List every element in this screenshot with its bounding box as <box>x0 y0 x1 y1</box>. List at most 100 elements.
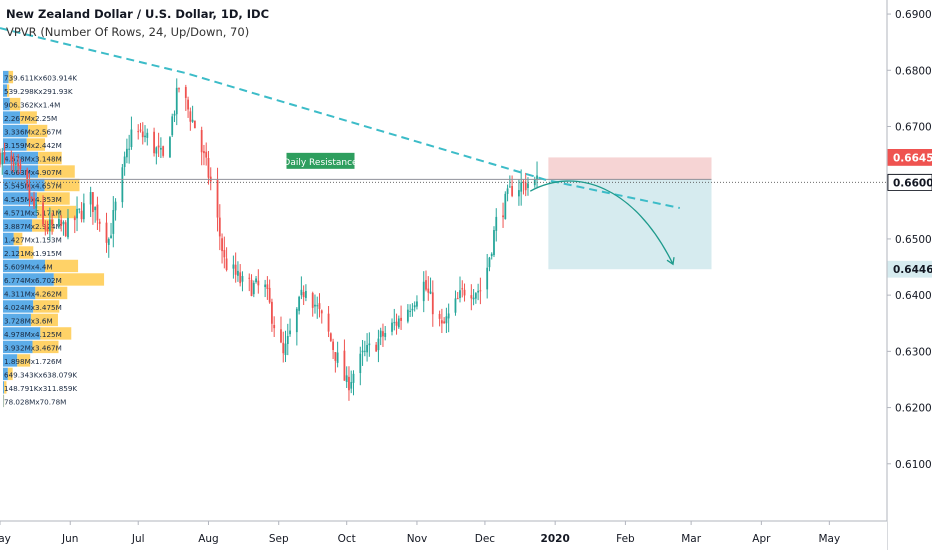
volume-down-bar <box>40 327 72 340</box>
volume-row-label: 4.311Mx4.262M <box>4 289 62 298</box>
price-badge: 0.64461 <box>887 260 932 278</box>
candle-body <box>295 308 298 333</box>
candle <box>225 247 228 272</box>
candle-body <box>250 279 253 296</box>
time-axis[interactable]: May Jun Jul Aug Sep Oct Nov Dec 2020 Feb Mar Apr May <box>0 520 887 550</box>
candle <box>300 276 303 300</box>
volume-up-bar <box>3 97 10 111</box>
candle <box>377 329 380 363</box>
candle <box>314 294 316 314</box>
candle-body <box>125 148 128 158</box>
candle-body <box>382 331 384 337</box>
candle-body <box>234 264 237 275</box>
volume-row: 3.159Mx2.442M <box>3 138 62 151</box>
candle-body <box>114 201 117 211</box>
candle-body <box>393 322 396 324</box>
volume-row: 3.887Mx2.924M <box>3 219 62 232</box>
candle-body <box>89 192 92 205</box>
candle <box>280 316 282 344</box>
time-tick-label: Nov <box>407 533 428 545</box>
candle <box>363 340 366 357</box>
time-tick-label: Sep <box>269 533 289 545</box>
candle <box>282 331 285 363</box>
candle <box>268 279 271 304</box>
time-tick-label: Apr <box>752 533 771 545</box>
volume-up-bar <box>3 205 38 219</box>
candle <box>493 226 495 258</box>
volume-down-bar <box>13 232 23 246</box>
candle <box>60 215 63 232</box>
candle <box>440 308 443 334</box>
candle <box>139 122 142 133</box>
candle-body <box>506 188 509 194</box>
candle <box>73 215 76 234</box>
candle <box>502 202 504 228</box>
candle-body <box>171 116 174 136</box>
volume-up-bar <box>3 219 33 232</box>
candle-body <box>1 152 4 165</box>
candle <box>48 207 51 241</box>
candle-body <box>336 352 339 363</box>
candle <box>14 162 17 172</box>
candle <box>216 167 219 232</box>
candle-body <box>216 179 219 218</box>
volume-row-label: 4.678Mx3.148M <box>4 155 62 164</box>
indicator-title[interactable]: VPVR (Number Of Rows, 24, Up/Down, 70) <box>6 25 250 39</box>
price-axis[interactable]: 0.690000.680000.670000.660000.650000.640… <box>886 0 932 550</box>
drawings: Daily Resistance <box>0 27 886 266</box>
candle-body <box>361 350 364 353</box>
volume-row-label: 3.887Mx2.924M <box>4 222 62 231</box>
candle-body <box>193 120 196 129</box>
resistance-label: Daily Resistance <box>283 152 358 169</box>
volume-up-bar <box>3 246 19 259</box>
volume-down-bar <box>7 367 13 381</box>
volume-down-bar <box>33 300 60 313</box>
candle <box>193 120 196 129</box>
candle-body <box>60 219 63 226</box>
candle <box>298 295 301 315</box>
volume-profile: 739.611Kx603.914K 539.298Kx291.93K 906.362… <box>3 70 105 408</box>
candle-body <box>493 230 495 256</box>
candle-body <box>3 152 6 155</box>
candle <box>189 107 192 131</box>
candle <box>461 280 464 298</box>
candle <box>112 196 115 248</box>
projection-arrow-head <box>666 257 675 266</box>
candle <box>137 124 140 140</box>
candle <box>536 161 538 188</box>
candle-body <box>248 277 251 279</box>
volume-row: 649.343Kx638.079K <box>3 367 77 381</box>
trendline <box>0 27 681 209</box>
candle-body <box>271 301 273 324</box>
resistance-label-text: Daily Resistance <box>283 158 358 168</box>
symbol-title[interactable]: New Zealand Dollar / U.S. Dollar, 1D, ID… <box>6 7 270 21</box>
candle <box>187 96 189 118</box>
time-tick-label: Oct <box>338 533 356 545</box>
candle-body <box>490 253 493 257</box>
volume-row-label: 5.609Mx4.4M <box>4 262 53 271</box>
candle-body <box>110 235 112 239</box>
candle <box>169 135 171 158</box>
candle-body <box>474 293 477 299</box>
candle <box>237 261 239 282</box>
volume-row-label: 6.774Mx6.702M <box>4 276 62 285</box>
candle <box>110 222 112 239</box>
candle <box>10 150 13 171</box>
candle <box>12 153 15 173</box>
candle-body <box>286 336 289 345</box>
candle-body <box>400 317 402 321</box>
candle-body <box>241 276 244 282</box>
candle <box>162 145 165 158</box>
candle-body <box>137 131 140 133</box>
candle <box>271 298 273 332</box>
candle <box>413 301 416 312</box>
candle <box>19 159 22 174</box>
candle <box>459 276 461 303</box>
candle-body <box>51 219 54 226</box>
volume-row: 2.267Mx2.25M <box>3 111 57 124</box>
